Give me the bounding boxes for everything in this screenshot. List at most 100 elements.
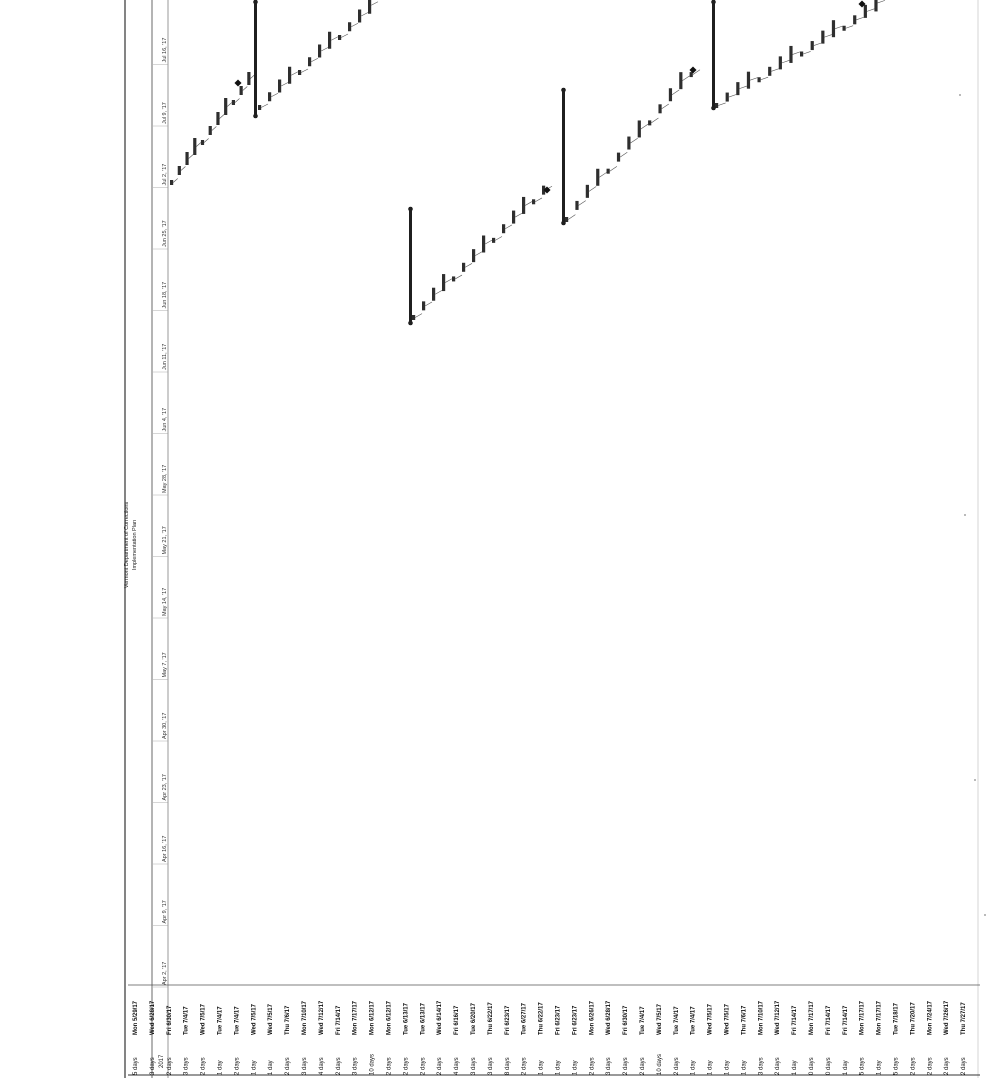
dependency-link bbox=[361, 12, 369, 17]
table-row: 3 days Wed 6/28/17 bbox=[150, 1000, 156, 1075]
task-start-date: Fri 6/23/17 bbox=[572, 1005, 578, 1035]
task-bar bbox=[637, 120, 641, 138]
table-row: 2 days Tue 7/4/17 bbox=[674, 1006, 680, 1075]
task-duration: 2 days bbox=[623, 1057, 629, 1075]
task-start-date: Wed 7/5/17 bbox=[708, 1003, 714, 1035]
table-row: 2 days Mon 7/24/17 bbox=[927, 1000, 933, 1075]
task-start-date: Thu 6/22/17 bbox=[539, 1002, 545, 1035]
task-bar bbox=[542, 185, 546, 195]
timescale: Apr 2, '17 Apr 9, '17 Apr 16, '17 Apr 23, '… bbox=[153, 38, 168, 988]
task-bar bbox=[492, 237, 496, 243]
milestone-diamond bbox=[858, 0, 866, 8]
task-duration: 4 days bbox=[319, 1057, 325, 1075]
gantt-bars bbox=[170, 0, 986, 916]
task-bar bbox=[853, 15, 857, 25]
task-start-date: Mon 6/12/17 bbox=[370, 1000, 376, 1035]
task-start-date: Wed 7/5/17 bbox=[201, 1003, 207, 1035]
timescale-label: May 28, '17 bbox=[162, 465, 168, 493]
task-start-date: Mon 5/29/17 bbox=[133, 1000, 139, 1035]
dependency-link bbox=[219, 114, 225, 119]
task-bar bbox=[585, 184, 589, 198]
table-row: 1 day Thu 6/22/17 bbox=[539, 1002, 545, 1075]
task-duration: 1 day bbox=[741, 1060, 747, 1075]
task-bar bbox=[338, 35, 342, 40]
dependency-link bbox=[739, 85, 747, 89]
task-start-date: Wed 7/5/17 bbox=[657, 1003, 663, 1035]
table-row: 2 days Tue 7/4/17 bbox=[640, 1006, 646, 1075]
dependency-link bbox=[505, 224, 513, 229]
task-bar bbox=[606, 168, 610, 174]
task-start-date: Wed 6/14/17 bbox=[437, 1000, 443, 1035]
task-duration: 2 days bbox=[944, 1057, 950, 1075]
task-start-date: Mon 7/10/17 bbox=[758, 1000, 764, 1035]
dependency-link bbox=[661, 103, 670, 110]
task-bar bbox=[482, 235, 486, 253]
task-duration: 8 days bbox=[505, 1057, 511, 1075]
dependency-link bbox=[599, 172, 607, 178]
milestone-diamond bbox=[689, 66, 697, 74]
table-row: 1 day Wed 7/5/17 bbox=[251, 1003, 257, 1075]
task-duration: 2 days bbox=[285, 1057, 291, 1075]
dependency-link bbox=[485, 239, 493, 245]
timescale-label: Jun 25, '17 bbox=[162, 220, 168, 247]
task-start-date: Wed 7/5/17 bbox=[725, 1003, 731, 1035]
dependency-link bbox=[475, 251, 483, 256]
task-start-date: Fri 6/30/17 bbox=[167, 1005, 173, 1035]
dependency-link bbox=[341, 33, 349, 38]
dependency-link bbox=[196, 142, 202, 147]
table-row: 3 days Thu 6/22/17 bbox=[488, 1002, 494, 1075]
task-duration: 3 days bbox=[150, 1057, 156, 1075]
table-row: 2 days Fri 6/30/17 bbox=[167, 1005, 173, 1075]
task-duration: 0 days bbox=[809, 1057, 815, 1075]
table-row: 2 days Wed 7/5/17 bbox=[201, 1003, 207, 1075]
task-bar bbox=[412, 315, 416, 320]
table-row: 1 day Fri 6/23/17 bbox=[572, 1005, 578, 1075]
table-row: 2 days Mon 6/26/17 bbox=[589, 1000, 595, 1075]
dependency-link bbox=[803, 51, 811, 55]
task-bar bbox=[668, 88, 673, 102]
summary-bar bbox=[409, 207, 412, 325]
task-duration: 2 days bbox=[201, 1057, 207, 1075]
summary-bar-end bbox=[253, 113, 258, 119]
task-duration: 2 days bbox=[403, 1057, 409, 1075]
task-bar bbox=[278, 79, 282, 93]
task-start-date: Wed 7/12/17 bbox=[775, 1000, 781, 1035]
table-row: 0 days Fri 7/14/17 bbox=[826, 1005, 832, 1075]
task-duration: 3 days bbox=[353, 1057, 359, 1075]
task-start-date: Mon 7/24/17 bbox=[927, 1000, 933, 1035]
task-duration: 1 day bbox=[725, 1060, 731, 1075]
task-start-date: Wed 7/26/17 bbox=[944, 1000, 950, 1035]
task-start-date: Mon 6/26/17 bbox=[589, 1000, 595, 1035]
task-bar bbox=[512, 210, 516, 224]
dependency-link bbox=[588, 186, 597, 192]
task-duration: 2 days bbox=[674, 1057, 680, 1075]
dependency-link bbox=[813, 42, 822, 46]
summary-bar-end bbox=[711, 0, 716, 5]
task-duration: 1 day bbox=[251, 1060, 257, 1075]
task-duration: 3 days bbox=[488, 1057, 494, 1075]
dependency-link bbox=[760, 76, 769, 81]
title-line-2: Implementation Plan bbox=[132, 519, 138, 571]
dependency-link bbox=[728, 94, 737, 98]
task-bar bbox=[298, 70, 302, 75]
task-bar bbox=[842, 25, 846, 31]
task-bar bbox=[224, 98, 228, 115]
task-bar bbox=[328, 31, 332, 49]
task-start-date: Wed 7/12/17 bbox=[319, 1000, 325, 1035]
task-bar bbox=[368, 0, 372, 14]
table-row: 3 days Mon 7/10/17 bbox=[302, 1000, 308, 1075]
dependency-link bbox=[640, 123, 649, 130]
task-start-date: Wed 7/5/17 bbox=[251, 1003, 257, 1035]
table-row: 2 days Fri 6/30/17 bbox=[623, 1005, 629, 1075]
table-row: 2 days Tue 7/4/17 bbox=[234, 1006, 240, 1075]
task-start-date: Tue 7/4/17 bbox=[218, 1006, 224, 1035]
timescale-label: Jul 2, '17 bbox=[162, 164, 168, 186]
dependency-link bbox=[331, 36, 339, 41]
milestone-diamond bbox=[234, 79, 242, 87]
task-duration: 2 days bbox=[167, 1057, 173, 1075]
scan-speck bbox=[974, 779, 976, 781]
task-bar bbox=[268, 92, 272, 102]
table-row: 1 day Mon 7/17/17 bbox=[877, 1000, 883, 1075]
summary-bar bbox=[562, 88, 565, 225]
